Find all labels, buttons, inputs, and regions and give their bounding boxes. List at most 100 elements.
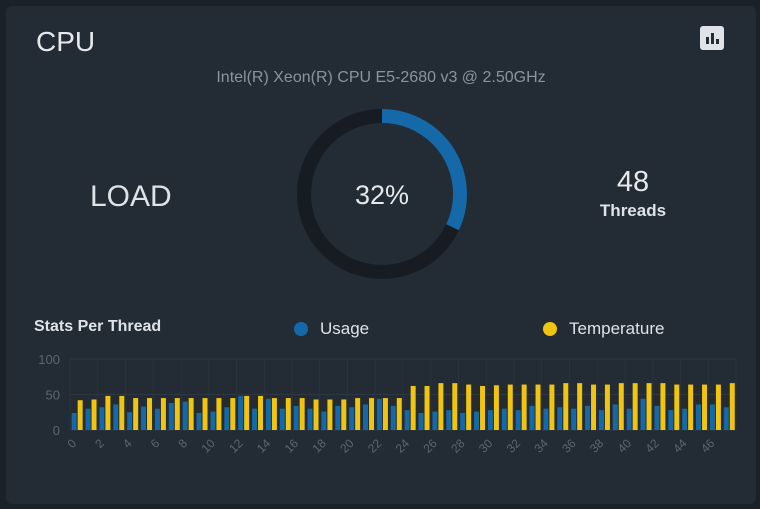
temperature-bar	[147, 398, 153, 430]
legend-usage-label: Usage	[320, 319, 370, 338]
usage-bar	[682, 408, 688, 430]
x-tick-label: 14	[254, 436, 274, 456]
load-percent: 32%	[354, 180, 410, 210]
x-tick-label: 0	[64, 436, 79, 451]
usage-bar	[446, 410, 452, 430]
legend-temperature[interactable]: Temperature	[543, 319, 664, 339]
usage-bar	[460, 412, 466, 430]
temperature-bar	[507, 384, 513, 430]
temperature-bar	[327, 399, 333, 430]
temperature-bar	[133, 398, 139, 430]
usage-bar	[474, 411, 480, 430]
temperature-bar	[271, 398, 277, 430]
usage-bar	[71, 412, 77, 430]
threads-count: 48	[616, 166, 650, 198]
y-tick-label: 0	[53, 423, 60, 438]
temperature-bar	[341, 399, 347, 430]
x-tick-label: 44	[670, 436, 690, 456]
temperature-bar	[702, 384, 708, 430]
usage-bar	[557, 407, 563, 430]
temperature-bar	[396, 398, 402, 430]
temperature-bar	[313, 399, 319, 430]
usage-bar	[654, 405, 660, 430]
temperature-dot-icon	[543, 322, 557, 336]
y-tick-label: 100	[38, 352, 60, 367]
temperature-bar	[244, 395, 250, 430]
temperature-bar	[618, 383, 624, 430]
usage-bar	[418, 412, 424, 430]
temperature-bar	[424, 385, 430, 430]
temperature-bar	[729, 383, 735, 430]
x-tick-label: 16	[282, 436, 302, 456]
x-tick-label: 12	[226, 436, 246, 456]
usage-bar	[252, 408, 258, 430]
x-tick-label: 28	[448, 436, 468, 456]
temperature-bar	[202, 398, 208, 430]
x-tick-label: 24	[393, 436, 413, 456]
temperature-bar	[563, 383, 569, 430]
usage-bar	[154, 408, 160, 430]
legend-usage[interactable]: Usage	[294, 319, 369, 339]
gauge-fill	[297, 109, 467, 279]
x-tick-label: 2	[92, 436, 107, 451]
x-tick-label: 4	[120, 436, 135, 451]
usage-bar	[723, 407, 729, 430]
temperature-bar	[216, 398, 222, 430]
usage-bar	[668, 410, 674, 430]
usage-bar	[390, 405, 396, 430]
card-title: CPU	[36, 26, 96, 57]
usage-bar	[99, 407, 105, 430]
load-gauge	[297, 109, 467, 279]
x-tick-label: 36	[559, 436, 579, 456]
usage-bar	[487, 410, 493, 430]
temperature-bar	[77, 400, 83, 430]
usage-bar	[709, 404, 715, 430]
usage-bar	[238, 395, 244, 430]
temperature-bar	[715, 384, 721, 430]
temperature-bar	[285, 398, 291, 430]
x-tick-label: 38	[587, 436, 607, 456]
usage-bar	[224, 407, 230, 430]
usage-bar	[585, 405, 591, 430]
usage-bar	[571, 408, 577, 430]
temperature-bar	[369, 398, 375, 430]
temperature-bar	[646, 383, 652, 430]
usage-bar	[168, 403, 174, 430]
temperature-bar	[521, 384, 527, 430]
legend-temperature-label: Temperature	[569, 319, 665, 338]
x-tick-label: 34	[531, 436, 551, 456]
temperature-bar	[535, 384, 541, 430]
usage-bar	[293, 405, 299, 430]
temperature-bar	[493, 385, 499, 430]
usage-bar	[376, 398, 382, 430]
usage-bar	[265, 398, 271, 430]
temperature-bar	[466, 384, 472, 430]
load-label: LOAD	[90, 180, 172, 213]
temperature-bar	[382, 398, 388, 430]
usage-bar	[640, 398, 646, 430]
usage-bar	[210, 411, 216, 430]
temperature-bar	[188, 398, 194, 430]
x-tick-label: 26	[420, 436, 440, 456]
temperature-bar	[174, 398, 180, 430]
usage-bar	[196, 412, 202, 430]
threads-label: Threads	[599, 201, 667, 220]
temperature-bar	[591, 384, 597, 430]
temperature-bar	[604, 384, 610, 430]
stats-per-thread-title: Stats Per Thread	[34, 318, 162, 335]
temperature-bar	[299, 398, 305, 430]
usage-bar	[141, 406, 147, 430]
temperature-bar	[91, 399, 97, 430]
temperature-bar	[577, 383, 583, 430]
bar-chart-icon[interactable]	[700, 26, 724, 50]
usage-bar	[404, 410, 410, 430]
temperature-bar	[258, 395, 264, 430]
usage-bar	[307, 408, 313, 430]
x-tick-label: 18	[309, 436, 329, 456]
usage-bar	[529, 405, 535, 430]
temperature-bar	[660, 383, 666, 430]
usage-bar	[543, 408, 549, 430]
usage-bar	[515, 410, 521, 430]
temperature-bar	[410, 385, 416, 430]
